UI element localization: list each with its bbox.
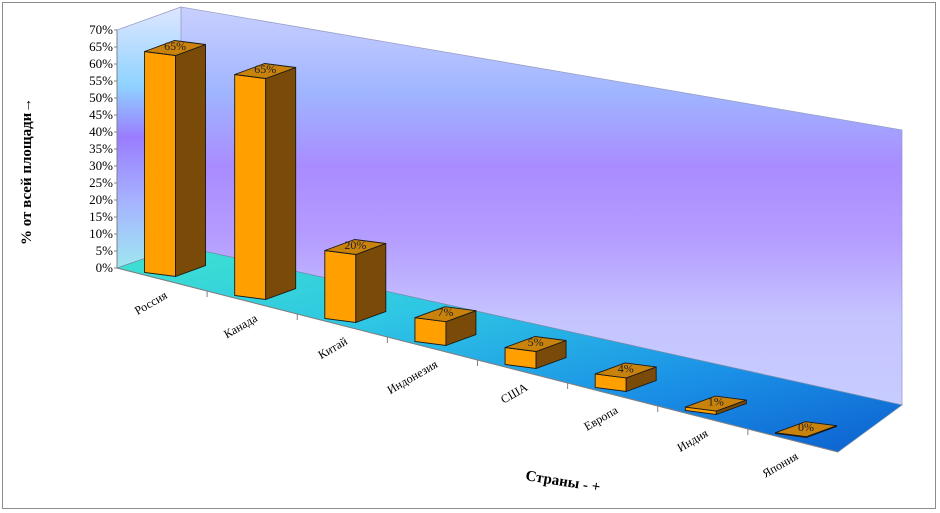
y-tick-label: 40% bbox=[89, 124, 113, 139]
bar-side bbox=[355, 242, 387, 324]
y-tick-label: 60% bbox=[89, 56, 113, 71]
bar-front bbox=[234, 73, 267, 301]
bar-front bbox=[324, 249, 357, 324]
bar-top bbox=[324, 239, 386, 255]
bar-data-label: 4% bbox=[618, 361, 634, 375]
bar: 1% bbox=[684, 395, 747, 416]
bar-top bbox=[144, 40, 206, 56]
x-axis-title: Страны - + bbox=[524, 468, 601, 496]
y-tick-label: 50% bbox=[89, 90, 113, 105]
y-axis-title: % от всей площади→ bbox=[19, 98, 35, 245]
category-label: США bbox=[498, 380, 530, 407]
bar: 5% bbox=[504, 335, 567, 370]
y-tick-label: 15% bbox=[89, 209, 113, 224]
bar-data-label: 65% bbox=[164, 39, 186, 53]
y-tick-label: 65% bbox=[89, 39, 113, 54]
bar-top bbox=[595, 362, 657, 379]
category-label: Европа bbox=[581, 403, 620, 434]
bar: 20% bbox=[324, 238, 387, 324]
y-tick-label: 55% bbox=[89, 73, 113, 88]
y-tick-label: 30% bbox=[89, 158, 113, 173]
y-tick-label: 10% bbox=[89, 226, 113, 241]
y-axis-ticks: 0% 5% 10% 15% 20% 25% 30% 35% 40% 45% 50% 55% 60% 65%… bbox=[89, 22, 117, 275]
bar-front bbox=[144, 50, 177, 278]
y-tick-label: 5% bbox=[96, 243, 114, 258]
bar-top bbox=[504, 336, 567, 352]
bar-top bbox=[234, 63, 296, 79]
category-label: Россия bbox=[132, 288, 170, 318]
bar-top bbox=[685, 395, 747, 412]
bar: 65% bbox=[144, 39, 207, 278]
category-label: Канада bbox=[221, 311, 260, 342]
x-axis-ticks bbox=[206, 291, 749, 435]
y-tick-label: 0% bbox=[96, 260, 114, 275]
y-tick-label: 20% bbox=[89, 192, 113, 207]
bar-data-label: 65% bbox=[254, 62, 276, 76]
bar-data-label: 7% bbox=[437, 305, 453, 319]
y-tick-label: 35% bbox=[89, 141, 113, 156]
y-tick-label: 70% bbox=[89, 22, 113, 37]
bar-top bbox=[414, 306, 477, 323]
category-label: Китай bbox=[315, 334, 350, 362]
bar: 0% bbox=[774, 420, 837, 439]
bar: 7% bbox=[414, 305, 477, 347]
category-label: Индонезия bbox=[385, 357, 441, 397]
y-tick-label: 25% bbox=[89, 175, 113, 190]
category-label: Индия bbox=[675, 426, 711, 455]
bar-side bbox=[265, 66, 297, 301]
bar-side bbox=[175, 43, 207, 278]
bar-data-label: 5% bbox=[528, 335, 544, 349]
y-tick-label: 45% bbox=[89, 107, 113, 122]
bars: 65% 65% 20% 7% 5% 4% 1% 0% bbox=[144, 39, 837, 439]
bar-data-label: 20% bbox=[344, 238, 366, 252]
bar: 4% bbox=[594, 361, 657, 393]
bar: 65% bbox=[234, 62, 297, 301]
bar-data-label: 0% bbox=[798, 420, 814, 434]
category-label: Япония bbox=[760, 449, 801, 481]
bar-data-label: 1% bbox=[708, 395, 724, 409]
bar-front bbox=[414, 317, 447, 347]
bar-top bbox=[775, 421, 837, 438]
